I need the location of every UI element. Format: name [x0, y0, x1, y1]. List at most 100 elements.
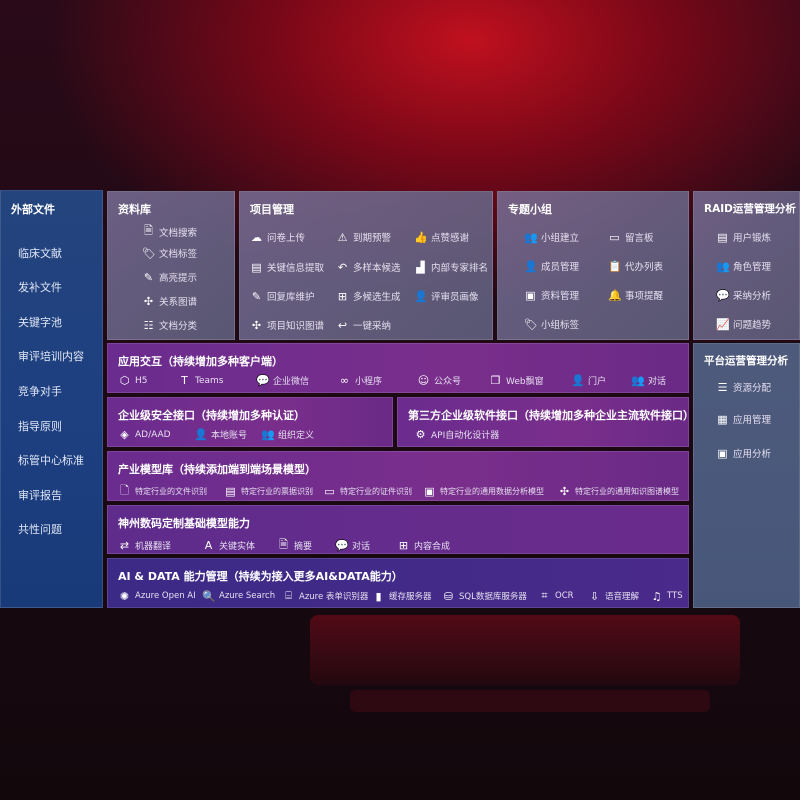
official-account-icon: ☺ — [417, 374, 430, 387]
interaction-title: 应用交互（持续增加多种客户端） — [118, 355, 283, 368]
sidebar-item[interactable]: 审评培训内容 — [18, 350, 84, 363]
label: TTS — [667, 591, 683, 601]
industry-item[interactable]: ✣ 特定行业的通用知识图谱模型 — [558, 482, 679, 501]
group-item[interactable]: ▣ 资料管理 — [524, 288, 579, 303]
search-doc-icon: 🔍 — [202, 589, 216, 603]
project-item[interactable]: 👍 点赞感谢 — [414, 230, 469, 245]
sidebar-item[interactable]: 指导原则 — [18, 420, 62, 433]
interaction-item[interactable]: ❐ Web飘窗 — [489, 374, 571, 387]
base-item[interactable]: ⊞ 内容合成 — [397, 536, 450, 555]
project-item[interactable]: 👤 评审员画像 — [414, 289, 479, 304]
label: 多候选生成 — [353, 292, 401, 303]
label: 用户锻炼 — [733, 233, 772, 244]
raid-item[interactable]: 📈 问题趋势 — [716, 317, 771, 332]
alarm-icon: ⚠ — [337, 230, 348, 244]
project-item[interactable]: ✎ 回复库维护 — [250, 289, 315, 304]
aidata-title: AI & DATA 能力管理（持续为接入更多AI&DATA能力） — [118, 570, 403, 583]
label: 特定行业的通用知识图谱模型 — [575, 487, 679, 496]
industry-item[interactable]: ▭ 特定行业的证件识别 — [323, 482, 423, 501]
interaction-item[interactable]: ⬡ H5 — [118, 374, 178, 387]
group-item[interactable]: 👥 小组建立 — [524, 230, 579, 245]
security-item[interactable]: 👤 本地账号 — [194, 428, 261, 441]
label: 关键信息提取 — [267, 263, 325, 274]
project-item[interactable]: ↶ 多样本候选 — [336, 260, 401, 275]
wecom-icon: 💬 — [256, 374, 270, 387]
sidebar-item[interactable]: 关键字池 — [18, 316, 62, 329]
raid-item[interactable]: ▤ 用户锻炼 — [716, 230, 772, 245]
sidebar-item[interactable]: 标管中心标准 — [18, 454, 84, 467]
group-item[interactable]: 🔔 事项提醒 — [608, 288, 663, 303]
security-title: 企业级安全接口（持续增加多种认证） — [118, 409, 305, 422]
security-item[interactable]: ◈ AD/AAD — [118, 428, 194, 441]
base-title: 神州数码定制基础模型能力 — [118, 517, 250, 530]
project-item[interactable]: ⊞ 多候选生成 — [336, 289, 401, 304]
interaction-item[interactable]: 👥 对话 — [631, 374, 666, 387]
window-icon: ▤ — [251, 260, 262, 274]
base-item[interactable]: ⇄ 机器翻译 — [118, 536, 202, 555]
project-item[interactable]: ↩ 一键采纳 — [336, 318, 391, 333]
aidata-item[interactable]: 🔍 Azure Search — [202, 589, 282, 603]
miniprogram-icon: ∞ — [339, 374, 350, 387]
graph-icon: ✣ — [143, 294, 154, 308]
network-icon: ✣ — [559, 485, 570, 498]
label: 内容合成 — [414, 542, 451, 552]
group-item[interactable]: ▭ 留言板 — [608, 230, 653, 245]
library-item[interactable]: 🏷 文档标签 — [142, 246, 197, 261]
project-panel: 项目管理 ☁ 问卷上传 ⚠ 到期预警 👍 点赞感谢 ▤ 关键信息提取 ↶ 多样本候选 ▟ 内… — [239, 191, 493, 340]
aidata-item[interactable]: ⇩ 语音理解 — [588, 589, 650, 603]
label: 采纳分析 — [733, 291, 772, 302]
interaction-item[interactable]: 💬 企业微信 — [256, 374, 338, 387]
aidata-item[interactable]: ▮ 缓存服务器 — [372, 589, 442, 603]
industry-item[interactable]: ▣ 特定行业的通用数据分析模型 — [423, 482, 558, 501]
interaction-item[interactable]: ☺ 公众号 — [417, 374, 489, 387]
cloud-upload-icon: ☁ — [251, 230, 262, 244]
project-item[interactable]: ✣ 项目知识图谱 — [250, 318, 324, 333]
raid-item[interactable]: 💬 采纳分析 — [716, 288, 772, 303]
library-item[interactable]: 🗎 文档搜索 — [142, 222, 197, 241]
interaction-item[interactable]: T Teams — [178, 374, 256, 387]
aidata-item[interactable]: ⌗ OCR — [538, 589, 588, 603]
base-item[interactable]: 🗎 摘要 — [277, 536, 335, 555]
sidebar-item[interactable]: 临床文献 — [18, 247, 62, 260]
tts-icon: ♫ — [651, 589, 662, 603]
group-item[interactable]: 👤 成员管理 — [524, 259, 579, 274]
project-item[interactable]: ▟ 内部专家排名 — [414, 260, 488, 275]
platform-item[interactable]: ▣ 应用分析 — [716, 446, 771, 461]
project-item[interactable]: ⚠ 到期预警 — [336, 230, 391, 245]
aidata-item[interactable]: ⛁ SQL数据库服务器 — [442, 589, 538, 603]
library-item[interactable]: ✎ 高亮提示 — [142, 270, 197, 285]
library-item[interactable]: ✣ 关系图谱 — [142, 294, 197, 309]
base-item[interactable]: A 关键实体 — [202, 536, 277, 555]
label: 特定行业的文件识别 — [135, 487, 207, 496]
project-item[interactable]: ☁ 问卷上传 — [250, 230, 305, 245]
industry-item[interactable]: 🗋 特定行业的文件识别 — [118, 482, 224, 501]
sidebar-item[interactable]: 竞争对手 — [18, 385, 62, 398]
raid-item[interactable]: 👥 角色管理 — [716, 259, 771, 274]
summary-icon: 🗎 — [279, 538, 288, 551]
industry-item[interactable]: ▤ 特定行业的票据识别 — [224, 482, 323, 501]
group-item[interactable]: 🏷 小组标签 — [524, 317, 579, 332]
library-item[interactable]: ☷ 文档分类 — [142, 318, 197, 333]
library-panel: 资料库 🗎 文档搜索 🏷 文档标签 ✎ 高亮提示 ✣ 关系图谱 ☷ 文档分类 — [107, 191, 235, 340]
label: API自动化设计器 — [431, 431, 500, 441]
sidebar-item[interactable]: 共性问题 — [18, 523, 62, 536]
aidata-item[interactable]: ♫ TTS — [650, 589, 683, 603]
sidebar-item[interactable]: 审评报告 — [18, 489, 62, 502]
base-item[interactable]: 💬 对话 — [335, 536, 397, 555]
label: 回复库维护 — [267, 292, 315, 303]
aidata-item[interactable]: ✺ Azure Open AI — [118, 589, 202, 603]
group-item[interactable]: 📋 代办列表 — [608, 259, 663, 274]
interaction-item[interactable]: ∞ 小程序 — [338, 374, 417, 387]
security-item[interactable]: 👥 组织定义 — [261, 428, 314, 441]
edit-icon: ✎ — [251, 289, 262, 303]
sidebar-item[interactable]: 发补文件 — [18, 281, 62, 294]
interaction-item[interactable]: 👤 门户 — [571, 374, 631, 387]
label: 对话 — [352, 542, 371, 552]
project-item[interactable]: ▤ 关键信息提取 — [250, 260, 325, 275]
label: 多样本候选 — [353, 263, 401, 274]
platform-item[interactable]: ☰ 资源分配 — [716, 380, 771, 395]
aidata-item[interactable]: ⌸ Azure 表单识别器 — [282, 589, 372, 603]
window-icon: ❐ — [490, 374, 501, 387]
platform-item[interactable]: ▦ 应用管理 — [716, 412, 771, 427]
thirdparty-item[interactable]: ⚙ API自动化设计器 — [414, 428, 500, 441]
